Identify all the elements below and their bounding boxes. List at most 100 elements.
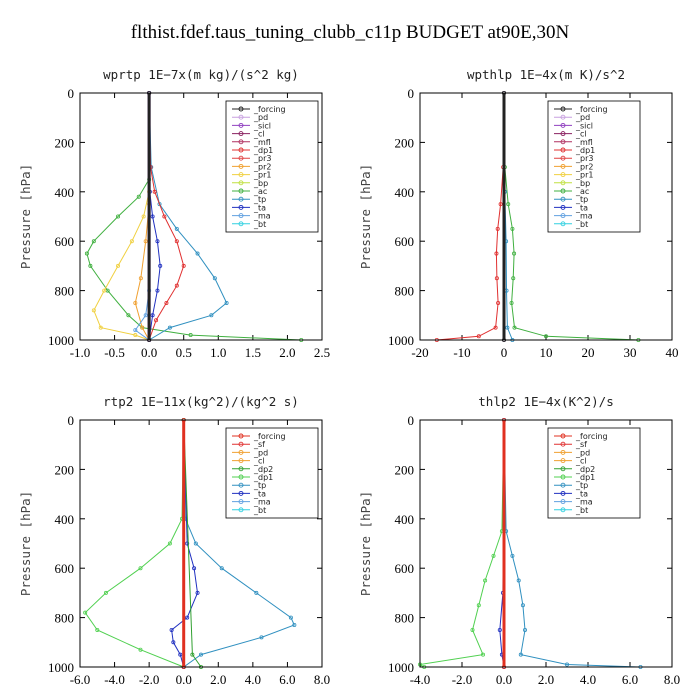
legend-marker xyxy=(238,204,244,210)
series-point-dp1 xyxy=(154,318,159,323)
series-point-tp xyxy=(219,566,224,571)
series-point-ac xyxy=(509,300,514,305)
legend-entry: _pd xyxy=(575,113,590,122)
x-tick-label: 30 xyxy=(624,345,637,360)
legend-entry: _cl xyxy=(253,130,265,139)
y-tick-label: 800 xyxy=(395,284,415,299)
legend-entry: _bt xyxy=(253,506,266,515)
legend-marker xyxy=(238,114,244,120)
legend-marker xyxy=(560,482,566,488)
x-tick-label: -10 xyxy=(453,345,470,360)
series-point-ta xyxy=(158,263,163,268)
y-tick-label: 400 xyxy=(395,512,415,527)
series-point-ac xyxy=(88,263,93,268)
legend-marker xyxy=(560,163,566,169)
series-point-pr1 xyxy=(133,333,138,338)
x-tick-label: -2.0 xyxy=(139,672,160,687)
legend-marker xyxy=(560,441,566,447)
plot-frame xyxy=(419,92,673,341)
series-point-ta xyxy=(150,313,155,318)
y-tick-label: 200 xyxy=(55,462,75,477)
legend-marker xyxy=(560,131,566,137)
y-tick-label: 1000 xyxy=(388,333,414,348)
series-point-ac xyxy=(188,333,193,338)
series-point-tp xyxy=(259,635,264,640)
legend-marker xyxy=(560,466,566,472)
x-tick-label: 2.0 xyxy=(279,345,295,360)
legend-entry: _pr2 xyxy=(575,162,593,171)
series-point-tp xyxy=(565,662,570,667)
legend-entry: _ta xyxy=(253,489,266,498)
x-tick-label: 6.0 xyxy=(622,672,638,687)
series-line-dp1 xyxy=(436,92,505,341)
series-point-tp xyxy=(520,603,525,608)
legend-marker xyxy=(560,106,566,112)
series-line-tp xyxy=(503,419,641,668)
legend-marker xyxy=(560,499,566,505)
legend-marker xyxy=(238,458,244,464)
legend-entry: _mfl xyxy=(575,138,593,147)
legend-entry: _tp xyxy=(253,195,266,204)
y-tick-label: 0 xyxy=(408,86,415,101)
x-tick-label: 4.0 xyxy=(245,672,261,687)
series-point-tp xyxy=(195,251,200,256)
legend-marker xyxy=(238,147,244,153)
legend-entry: _ma xyxy=(575,498,593,507)
legend-marker xyxy=(238,122,244,128)
legend-entry: _forcing xyxy=(575,432,608,441)
series-point-tp xyxy=(505,325,510,330)
legend-entry: _forcing xyxy=(253,105,286,114)
series-point-ma xyxy=(133,328,138,333)
x-tick-label: 0.0 xyxy=(496,672,512,687)
y-tick-label: 200 xyxy=(395,462,415,477)
series-point-ac xyxy=(116,214,121,219)
legend-marker xyxy=(560,180,566,186)
legend-marker xyxy=(560,122,566,128)
series-point-ta xyxy=(185,615,190,620)
x-tick-label: 20 xyxy=(582,345,595,360)
legend-marker xyxy=(560,507,566,513)
series-point-dp1 xyxy=(152,189,157,194)
y-tick-label: 800 xyxy=(55,611,75,626)
series-line-tp xyxy=(148,92,228,341)
legend-entry: _bt xyxy=(575,220,588,229)
y-axis-label: Pressure [hPa] xyxy=(18,491,33,596)
legend-entry: _sf xyxy=(253,440,265,449)
legend-marker xyxy=(560,449,566,455)
y-tick-label: 1000 xyxy=(388,660,414,675)
legend-entry: _ta xyxy=(575,203,588,212)
legend-entry: _cl xyxy=(575,457,587,466)
legend-box xyxy=(225,427,319,519)
series-point-dp1 xyxy=(174,283,179,288)
legend-box xyxy=(547,427,641,519)
series-point-pr1 xyxy=(141,214,146,219)
series-point-tp xyxy=(157,202,162,207)
series-point-tp xyxy=(523,627,528,632)
series-point-dp1g xyxy=(491,553,496,558)
legend-entry: _ac xyxy=(253,187,267,196)
y-tick-label: 600 xyxy=(395,561,415,576)
series-point-ta xyxy=(169,627,174,632)
series-point-pr2 xyxy=(143,239,148,244)
legend-entry: _ta xyxy=(575,489,588,498)
series-point-dp1 xyxy=(476,334,481,339)
legend-entry: _pd xyxy=(253,448,268,457)
series-point-tp xyxy=(518,652,523,657)
legend-entry: _dp2 xyxy=(253,465,273,474)
y-tick-label: 800 xyxy=(55,284,75,299)
x-tick-label: 4.0 xyxy=(580,672,596,687)
x-tick-label: 2.0 xyxy=(210,672,226,687)
series-point-tp xyxy=(254,590,259,595)
panel-title: wpthlp 1E−4x(m K)/s^2 xyxy=(467,67,625,82)
series-point-dp1 xyxy=(495,226,500,231)
x-tick-label: 2.5 xyxy=(314,345,330,360)
series-point-ta xyxy=(171,640,176,645)
legend-entry: _pd xyxy=(575,448,590,457)
y-tick-label: 400 xyxy=(55,185,75,200)
x-tick-label: -0.5 xyxy=(104,345,125,360)
series-point-dp1g xyxy=(167,541,172,546)
series-point-tp xyxy=(510,553,515,558)
legend-entry: _sicl xyxy=(253,121,271,130)
legend-marker xyxy=(560,204,566,210)
